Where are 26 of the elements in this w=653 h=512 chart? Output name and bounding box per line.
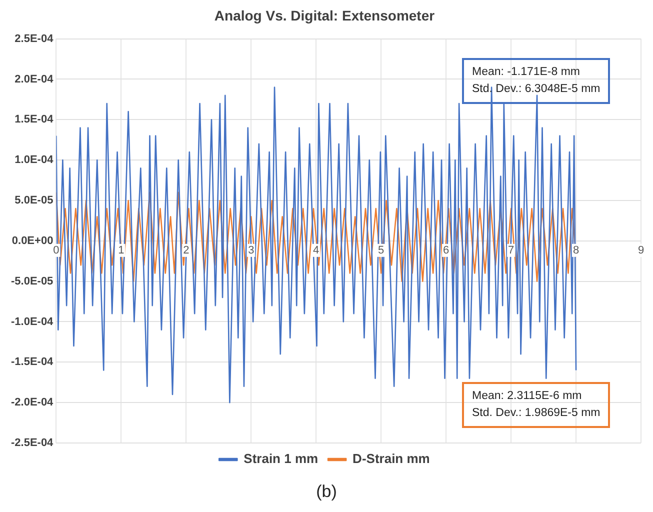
x-tick-label: 7 [508, 244, 514, 256]
chart-title: Analog Vs. Digital: Extensometer [214, 7, 436, 24]
legend-label: D-Strain mm [352, 451, 430, 466]
x-tick-label: 1 [118, 244, 124, 256]
y-tick-label: -1.5E-04 [10, 356, 54, 368]
x-tick-label: 0 [53, 244, 60, 256]
x-tick-label: 5 [378, 244, 384, 256]
y-tick-label: -1.0E-04 [10, 316, 54, 328]
x-tick-label: 9 [638, 244, 644, 256]
legend-label: Strain 1 mm [244, 451, 318, 466]
x-tick-label: 3 [248, 244, 254, 256]
y-tick-label: 0.0E+00 [12, 234, 54, 247]
x-tick-label: 6 [443, 244, 450, 256]
y-tick-label: -2.5E-04 [10, 437, 54, 450]
x-tick-label: 4 [313, 244, 320, 256]
x-tick-label: 8 [572, 244, 580, 256]
x-tick-label: 2 [183, 244, 190, 256]
y-tick-label: -2.0E-04 [10, 396, 54, 409]
y-tick-label: 2.5E-04 [14, 32, 54, 45]
y-tick-label: 2.0E-04 [14, 73, 54, 86]
text: (b) [315, 482, 338, 502]
y-tick-label: -5.0E-05 [10, 275, 54, 288]
y-tick-label: 1.5E-04 [14, 114, 54, 126]
y-tick-label: 5.0E-05 [14, 194, 54, 207]
y-tick-label: 1.0E-04 [14, 154, 54, 166]
annotation: Mean: 2.3115E-6 mm Std. Dev.: 1.9869E-5 mm [462, 382, 610, 428]
